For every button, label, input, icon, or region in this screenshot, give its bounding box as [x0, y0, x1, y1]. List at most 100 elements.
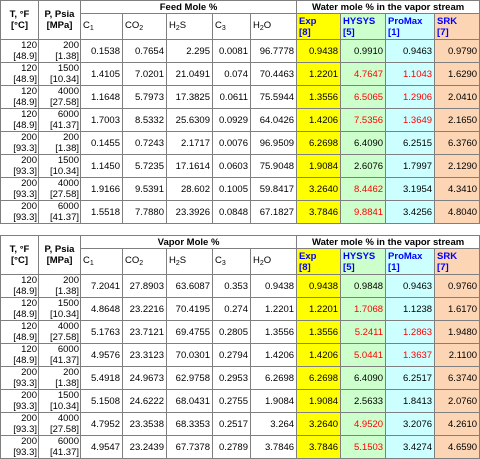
co2-cell: 8.5332 [122, 108, 167, 132]
promax-cell: 1.2906 [385, 85, 436, 109]
temp-c: [48.9] [13, 97, 37, 108]
hysys-cell: 6.4090 [340, 131, 387, 155]
h2o-cell: 75.5944 [249, 85, 298, 109]
table-row: 200 [93.3] 200 [1.38] 0.1455 0.7243 2.1717 0.00… [0, 131, 480, 155]
c3-cell: 0.074 [212, 62, 251, 86]
h2o-value: 1.9084 [264, 395, 295, 407]
srk-value: 4.8040 [448, 206, 478, 218]
exp-value: 1.3556 [308, 91, 339, 103]
c1-value: 1.7003 [90, 114, 120, 126]
h2o-value: 0.9438 [264, 280, 295, 292]
promax-cell: 1.3649 [385, 108, 436, 132]
hysys-value: 1.7068 [353, 303, 384, 315]
temp-c: [93.3] [13, 378, 37, 389]
exp-cell: 3.2640 [296, 177, 342, 201]
co2-value: 24.9673 [129, 372, 164, 384]
srk-cell: 1.6290 [434, 62, 480, 86]
c3-cell: 0.2789 [212, 435, 251, 459]
hysys-value: 6.5065 [353, 91, 384, 103]
co2-value: 8.5332 [134, 114, 164, 126]
exp-label: Exp [299, 15, 317, 27]
table-row: 120 [48.9] 6000 [41.37] 1.7003 8.5332 25.6309 0… [0, 108, 480, 132]
header-row-group: T, °F [°C] P, Psia [MPa] Feed Mole % Water mo… [0, 0, 480, 40]
pressure-psia: 200 [63, 132, 79, 144]
temp-c: [93.3] [13, 401, 37, 412]
srk-value: 6.3740 [448, 372, 478, 384]
srk-cell: 0.9760 [434, 274, 480, 298]
h2o-value: 75.5944 [259, 91, 295, 103]
table-row: 200 [93.3] 6000 [41.37] 4.9547 23.2439 67.7378… [0, 435, 480, 459]
pressure-cell: 200 [1.38] [38, 366, 81, 390]
h2s-cell: 63.6087 [166, 274, 213, 298]
exp-value: 0.9438 [308, 45, 339, 57]
temp-cell: 200 [93.3] [0, 154, 39, 178]
exp-cell: 3.7846 [296, 435, 342, 459]
h2s-letter: H [169, 254, 176, 266]
promax-value: 3.2076 [402, 418, 433, 430]
c3-cell: 0.2953 [212, 366, 251, 390]
co2-cell: 0.7243 [122, 131, 167, 155]
temp-cell: 120 [48.9] [0, 108, 39, 132]
promax-value: 6.2515 [402, 137, 433, 149]
c1-cell: 4.7952 [80, 412, 123, 436]
col-promax: ProMax [1] [385, 13, 436, 40]
c1-cell: 1.5518 [80, 200, 123, 224]
promax-cell: 6.2517 [385, 366, 436, 390]
h2o-cell: 6.2698 [249, 366, 298, 390]
h2o-cell: 75.9048 [249, 154, 298, 178]
c3-value: 0.2789 [218, 441, 248, 453]
h2o-value: 59.8417 [259, 183, 295, 195]
pressure-psia: 4000 [57, 413, 79, 425]
exp-cell: 0.9438 [296, 274, 342, 298]
hysys-value: 6.4090 [353, 372, 384, 384]
temp-f: 200 [21, 132, 37, 144]
temp-c: [48.9] [13, 74, 37, 85]
col-exp: Exp [8] [296, 13, 342, 40]
pressure-psia: 1500 [57, 390, 79, 402]
h2s-value: 62.9758 [175, 372, 210, 384]
exp-cell: 1.9084 [296, 154, 342, 178]
header-row-group: T, °F [°C] P, Psia [MPa] Vapor Mole % Water m… [0, 235, 480, 275]
hysys-cell: 6.4090 [340, 366, 387, 390]
temp-c: [48.9] [13, 286, 37, 297]
h2o-letter: H [253, 19, 260, 31]
co2-cell: 23.2216 [122, 297, 167, 321]
temp-cell: 120 [48.9] [0, 39, 39, 63]
col-srk: SRK [7] [434, 248, 480, 275]
temp-c: [48.9] [13, 309, 37, 320]
c3-value: 0.0081 [218, 45, 248, 57]
pressure-cell: 200 [1.38] [38, 39, 81, 63]
h2s-letter: H [169, 19, 176, 31]
hysys-cell: 2.5633 [340, 389, 387, 413]
exp-value: 1.4206 [308, 349, 339, 361]
exp-cell: 1.3556 [296, 320, 342, 344]
pressure-mpa: [27.58] [49, 424, 79, 435]
h2s-value: 25.6309 [175, 114, 210, 126]
temp-label: T, °F [9, 9, 30, 20]
temp-cell: 120 [48.9] [0, 274, 39, 298]
hysys-cell: 5.2411 [340, 320, 387, 344]
srk-cell: 4.6590 [434, 435, 480, 459]
pressure-cell: 1500 [10.34] [38, 389, 81, 413]
temp-c: [93.3] [13, 447, 37, 458]
temp-c: [93.3] [13, 424, 37, 435]
temp-f: 200 [21, 155, 37, 167]
h2o-value: 1.3556 [264, 326, 295, 338]
h2o-cell: 1.2201 [249, 297, 298, 321]
h2o-value: 1.2201 [264, 303, 295, 315]
co2-cell: 23.2439 [122, 435, 167, 459]
temp-cell: 200 [93.3] [0, 389, 39, 413]
c1-cell: 4.9547 [80, 435, 123, 459]
temp-f: 120 [21, 344, 37, 356]
c3-value: 0.2517 [218, 418, 248, 430]
pressure-header: P, Psia [MPa] [38, 0, 81, 40]
srk-label: SRK [437, 15, 458, 27]
pressure-cell: 200 [1.38] [38, 131, 81, 155]
c3-value: 0.274 [224, 303, 248, 315]
h2s-value: 23.3926 [175, 206, 210, 218]
table-gap [0, 224, 480, 235]
h2o-value: 96.7778 [259, 45, 295, 57]
h2s-sub: 2 [175, 259, 180, 267]
c1-value: 4.9547 [90, 441, 120, 453]
h2o-value: 3.7846 [264, 441, 295, 453]
